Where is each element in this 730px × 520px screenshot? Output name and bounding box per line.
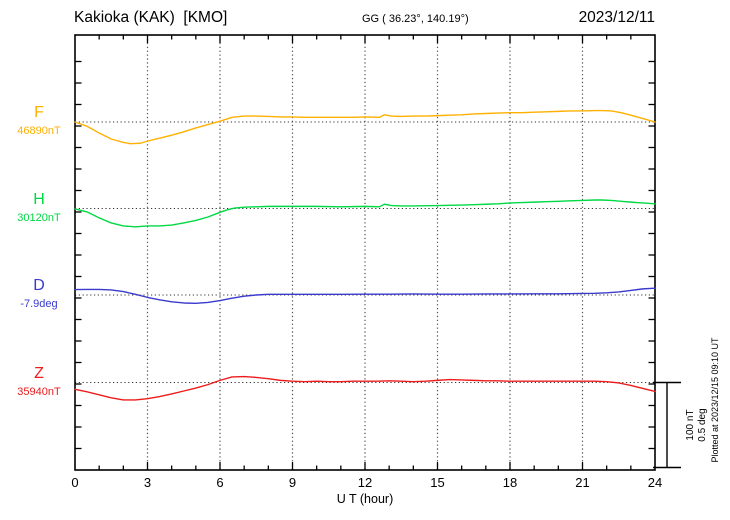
x-tick-label: 9 — [288, 475, 297, 490]
component-baseline-value: 35940nT — [17, 385, 61, 398]
component-label-F: F 46890nT — [8, 104, 70, 137]
component-baseline-value: -7.9deg — [20, 298, 58, 310]
x-tick-label: 12 — [357, 475, 373, 490]
plot-frame — [74, 34, 656, 471]
x-tick-label: 6 — [216, 475, 224, 490]
x-tick-label: 15 — [430, 475, 445, 490]
trace-H — [74, 199, 656, 228]
x-tick-label: 3 — [143, 475, 152, 490]
scale-bar-deg-label: 0.5 deg — [697, 408, 708, 442]
plotted-at-label: Plotted at 2023/12/15 09:10 UT — [710, 337, 720, 463]
trace-Z — [74, 375, 656, 401]
component-letter: Z — [34, 364, 44, 382]
geo-coordinates-label: GG ( 36.23°, 140.19°) — [362, 13, 469, 25]
x-axis-title: U T (hour) — [336, 492, 394, 506]
x-tick-label: 24 — [647, 475, 663, 490]
x-axis-tick-labels: 0 3 6 9 12 15 18 21 24 — [0, 475, 730, 490]
x-tick-label: 18 — [502, 475, 518, 490]
component-letter: D — [33, 277, 45, 294]
component-label-D: D -7.9deg — [8, 277, 70, 310]
scale-bar-nt-label: 100 nT — [685, 409, 696, 441]
component-baseline-value: 46890nT — [17, 125, 61, 137]
component-label-H: H 30120nT — [8, 191, 70, 224]
component-label-Z: Z 35940nT — [8, 365, 70, 398]
date-label: 2023/12/11 — [578, 9, 655, 26]
trace-F — [74, 109, 656, 145]
component-baseline-value: 30120nT — [17, 211, 61, 224]
page-title: Kakioka (KAK) [KMO] — [74, 9, 228, 26]
x-tick-label: 0 — [71, 475, 79, 490]
x-tick-label: 21 — [575, 475, 590, 490]
component-letter: H — [33, 190, 45, 208]
trace-D — [74, 287, 656, 305]
component-letter: F — [34, 104, 44, 121]
